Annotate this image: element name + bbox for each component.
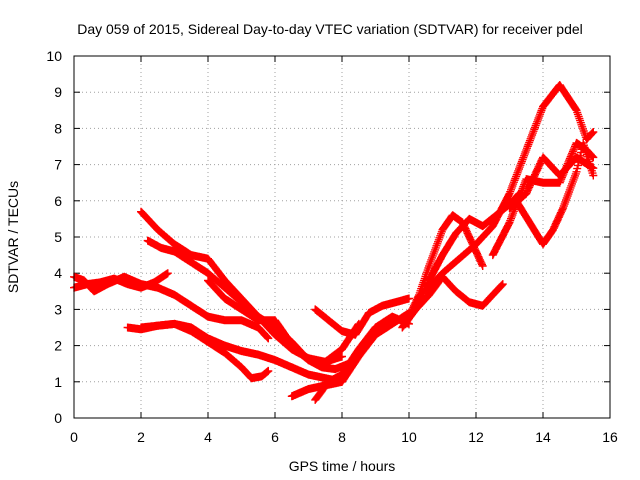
series-arc-14 [421,81,598,296]
y-tick-label: 1 [54,374,62,390]
series-markers [311,312,413,404]
x-tick-label: 16 [602,429,618,445]
series-arc-13 [411,272,507,314]
y-tick-label: 2 [54,338,62,354]
series-markers [421,81,598,296]
y-tick-label: 6 [54,193,62,209]
x-tick-label: 2 [137,429,145,445]
y-tick-label: 0 [54,410,62,426]
x-axis-label: GPS time / hours [289,458,396,474]
x-tick-label: 12 [468,429,484,445]
series-arc-9 [311,312,413,404]
y-tick-label: 9 [54,84,62,100]
x-tick-label: 6 [271,429,279,445]
grid-lines [74,56,610,418]
series-arc-7 [204,276,353,374]
series-markers [204,276,353,374]
x-tick-label: 4 [204,429,212,445]
x-tick-label: 14 [535,429,551,445]
plot-frame [73,55,611,419]
y-tick-label: 10 [46,48,62,64]
y-tick-label: 4 [54,265,62,281]
series-arc-4 [137,319,273,383]
series-markers [311,294,413,339]
series-arc-10 [311,294,413,339]
y-axis-label: SDTVAR / TECUs [5,181,21,293]
x-tick-label: 0 [70,429,78,445]
y-tick-label: 8 [54,120,62,136]
series-markers [411,272,507,314]
chart-title: Day 059 of 2015, Sidereal Day-to-day VTE… [77,21,583,37]
y-tick-label: 5 [54,229,62,245]
data-points [70,81,598,404]
series-markers [137,319,273,383]
x-tick-label: 10 [401,429,417,445]
x-tick-label: 8 [338,429,346,445]
y-tick-label: 7 [54,157,62,173]
series-markers [512,138,598,249]
y-tick-label: 3 [54,301,62,317]
series-arc-17 [512,138,598,249]
